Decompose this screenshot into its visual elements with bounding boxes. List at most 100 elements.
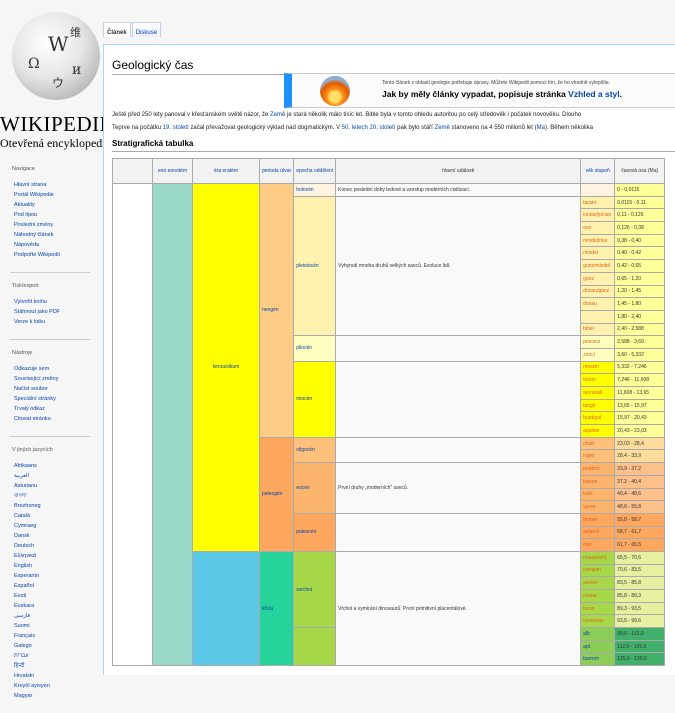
earth-link-2[interactable]: Země: [434, 125, 450, 131]
period-cell[interactable]: neogén: [258, 183, 295, 438]
age-cell[interactable]: burdigal: [580, 411, 616, 426]
sidebar-item[interactable]: Aktuality: [14, 202, 35, 208]
age-cell[interactable]: torton: [580, 373, 616, 387]
age-cell[interactable]: cenoman: [580, 614, 616, 629]
wikipedia-logo[interactable]: W Ω 维 и ウ WIKIPEDIE Otevřená encyklopedi…: [0, 0, 112, 160]
header-era-label[interactable]: éra eratém: [213, 168, 239, 174]
age-cell[interactable]: eeo: [580, 221, 616, 235]
age-cell[interactable]: selandi: [580, 525, 616, 540]
epoch-cell[interactable]: miocén: [293, 360, 337, 438]
age-cell[interactable]: santon: [580, 576, 616, 590]
fifties-link[interactable]: 50. letech 20. století: [341, 125, 396, 131]
age-cell[interactable]: dan: [580, 538, 616, 552]
earth-link[interactable]: Země: [270, 112, 286, 118]
epoch-cell[interactable]: paleocén: [293, 512, 337, 552]
age-cell[interactable]: ypres: [580, 500, 616, 514]
age-cell[interactable]: priabon: [580, 462, 616, 476]
epoch-cell[interactable]: svrchní: [293, 550, 337, 629]
age-cell[interactable]: maastricht: [580, 550, 616, 565]
sidebar-item[interactable]: עברית: [14, 653, 29, 659]
era-cell[interactable]: [192, 550, 260, 667]
header-period-label[interactable]: perioda útvar: [262, 168, 292, 174]
epoch-cell[interactable]: eocén: [293, 462, 337, 514]
age-cell[interactable]: lutet: [580, 487, 616, 502]
sidebar-heading[interactable]: Navigace: [12, 166, 35, 172]
age-cell[interactable]: campan: [580, 563, 616, 578]
sidebar-item[interactable]: Vytvořit knihu: [14, 299, 47, 305]
sidebar-item[interactable]: Odkazuje sem: [14, 366, 50, 372]
epoch-cell[interactable]: pleistocén: [293, 195, 337, 337]
sidebar-item[interactable]: Eesti: [14, 593, 27, 599]
epoch-cell[interactable]: holocén: [293, 183, 337, 197]
sidebar-item[interactable]: Magyar: [14, 693, 33, 699]
sidebar-item[interactable]: Speciální stránky: [14, 396, 56, 402]
age-cell[interactable]: serravall: [580, 386, 616, 400]
age-cell[interactable]: ionian/jonian: [580, 208, 616, 223]
sidebar-item[interactable]: Hrvatski: [14, 673, 34, 679]
period-cell[interactable]: paleogén: [258, 436, 295, 552]
sidebar-item[interactable]: Euskara: [14, 603, 35, 609]
sidebar-item[interactable]: Citovat stránku: [14, 416, 51, 422]
sidebar-item[interactable]: Suomi: [14, 623, 30, 629]
epoch-cell[interactable]: oligocén: [293, 436, 337, 464]
age-cell[interactable]: mindel: [580, 246, 616, 261]
sidebar-item[interactable]: Brezhoneg: [14, 503, 41, 509]
age-cell[interactable]: [580, 309, 616, 324]
header-age-label[interactable]: věk stupeň: [585, 168, 610, 174]
age-cell[interactable]: biber: [580, 322, 616, 337]
sidebar-heading[interactable]: V jiných jazycích: [12, 447, 53, 453]
sidebar-item[interactable]: Kreyòl ayisyen: [14, 683, 50, 689]
sidebar-item[interactable]: فارسی: [14, 613, 31, 619]
sidebar-item[interactable]: Pod lípou: [14, 212, 38, 218]
tab-discussion[interactable]: Diskuse: [131, 22, 162, 37]
age-cell[interactable]: günz: [580, 271, 616, 286]
sidebar-heading[interactable]: Nástroje: [12, 350, 33, 356]
age-cell[interactable]: chatt: [580, 436, 616, 451]
sidebar-item[interactable]: Asturianu: [14, 483, 38, 489]
age-cell[interactable]: turon: [580, 601, 616, 616]
sidebar-item[interactable]: Galego: [14, 643, 32, 649]
age-cell[interactable]: thanet: [580, 512, 616, 527]
sidebar-item[interactable]: Náhodný článek: [14, 232, 54, 238]
sidebar-item[interactable]: English: [14, 563, 33, 569]
era-cell[interactable]: kenozoikum: [192, 183, 260, 552]
age-cell[interactable]: barton: [580, 474, 616, 489]
age-cell[interactable]: apt: [580, 639, 616, 654]
sidebar-item[interactable]: Podpořte Wikipedii: [14, 252, 60, 258]
age-cell[interactable]: tarant: [580, 195, 616, 210]
sidebar-item[interactable]: Deutsch: [14, 543, 35, 549]
age-cell[interactable]: alb: [580, 627, 616, 641]
sidebar-item[interactable]: Français: [14, 633, 36, 639]
age-cell[interactable]: rupel: [580, 449, 616, 464]
tab-article[interactable]: Článek: [103, 22, 131, 37]
sidebar-item[interactable]: Poslední změny: [14, 222, 54, 228]
age-cell[interactable]: zancl: [580, 347, 616, 362]
sidebar-item[interactable]: Načíst soubor: [14, 386, 48, 392]
sidebar-item[interactable]: Español: [14, 583, 34, 589]
sidebar-item[interactable]: Portál Wikipedie: [14, 192, 54, 198]
age-cell[interactable]: coniac: [580, 589, 616, 603]
sidebar-item[interactable]: العربية: [14, 473, 30, 479]
age-cell[interactable]: donau/günz: [580, 284, 616, 299]
age-cell[interactable]: piacenz: [580, 335, 616, 349]
sidebar-item[interactable]: Verze k tisku: [14, 319, 46, 325]
epoch-cell[interactable]: [293, 627, 337, 667]
epoch-cell[interactable]: pliocén: [293, 335, 337, 362]
age-cell[interactable]: barrem: [580, 652, 616, 667]
sidebar-item[interactable]: Související změny: [14, 376, 59, 382]
sidebar-item[interactable]: Hlavní strana: [14, 182, 47, 188]
period-cell[interactable]: křída: [258, 550, 295, 667]
sidebar-item[interactable]: Esperanto: [14, 573, 40, 579]
eon-cell[interactable]: [152, 182, 193, 667]
sidebar-item[interactable]: Català: [14, 513, 30, 519]
header-epoch-label[interactable]: epocha oddělení: [296, 168, 334, 174]
age-cell[interactable]: messin: [580, 360, 616, 375]
sidebar-heading[interactable]: Tisk/export: [12, 283, 39, 289]
age-cell[interactable]: günz/mindel: [580, 259, 616, 273]
age-cell[interactable]: donau: [580, 297, 616, 311]
sidebar-item[interactable]: Trvalý odkaz: [14, 406, 45, 412]
sidebar-item[interactable]: Dansk: [14, 533, 30, 539]
century-19-link[interactable]: 19. století: [162, 125, 189, 131]
sidebar-item[interactable]: Afrikaans: [14, 463, 37, 469]
sidebar-item[interactable]: हिन्दी: [14, 663, 25, 669]
